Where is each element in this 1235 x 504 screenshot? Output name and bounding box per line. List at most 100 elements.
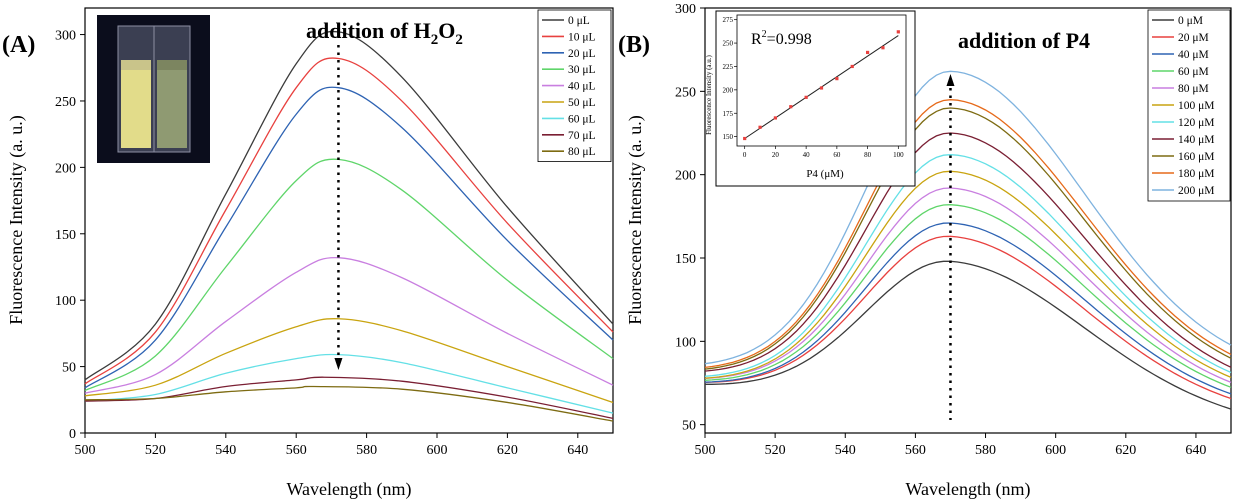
panel-a-arrow-head: [334, 358, 343, 370]
inset-data-point: [789, 105, 793, 109]
panel-b-series-line: [704, 99, 1232, 369]
panel-b-xtick-label: 500: [695, 443, 716, 458]
panel-b-xlabel: Wavelength (nm): [905, 479, 1030, 500]
panel-b-series-line: [704, 235, 1232, 400]
panel-b-arrow-head: [946, 74, 955, 86]
panel-a-xtick-label: 580: [356, 443, 377, 458]
panel-a-ytick-label: 250: [55, 95, 76, 110]
inset-xlabel: P4 (μM): [806, 168, 844, 180]
inset-xtick-label: 100: [893, 151, 904, 159]
panel-b-legend: 0 μM 20 μM 40 μM 60 μM 80 μM 100 μM 120 μM 140 …: [1147, 9, 1231, 202]
inset-data-point: [758, 125, 762, 129]
panel-a-xlabel: Wavelength (nm): [286, 479, 411, 500]
panel-a-legend-entry: 70 μL: [568, 130, 596, 142]
inset-xtick-label: 40: [803, 151, 811, 159]
panel-b-legend-entry: 180 μM: [1178, 168, 1215, 180]
panel-b-ytick-label: 250: [675, 85, 696, 100]
panel-b-series-line: [705, 260, 1232, 410]
panel-a-legend-entry: 80 μL: [568, 146, 596, 158]
panel-b-series-line: [704, 154, 1232, 377]
panel-b-legend-entry: 40 μM: [1178, 49, 1209, 61]
panel-a-plot: 500 520 540 560 580 600 620 640 0 50 100 150 200 250 3…: [55, 29, 614, 458]
panel-b-xtick-label: 540: [835, 443, 856, 458]
panel-a: 500 520 540 560 580 600 620 640 0 50 100 150 200 250 3…: [2, 7, 614, 500]
inset-data-point: [804, 95, 808, 99]
panel-a-series-line: [84, 30, 614, 381]
panel-b-series-line: [704, 204, 1232, 388]
inset-data-point: [881, 46, 885, 50]
panel-b-legend-entry: 0 μM: [1178, 15, 1203, 27]
panel-b-xtick-label: 620: [1115, 443, 1136, 458]
panel-b-legend-entry: 140 μM: [1178, 134, 1215, 146]
panel-b-xtick-label: 580: [975, 443, 996, 458]
panel-b-xtick-label: 520: [765, 443, 786, 458]
panel-b-legend-entry: 60 μM: [1178, 66, 1209, 78]
panel-b-frame: [704, 7, 1232, 434]
panel-b-series-line: [704, 107, 1232, 370]
panel-a-xtick-label: 520: [145, 443, 166, 458]
panel-b-ytick-label: 150: [675, 252, 696, 267]
panel-b-inset: R2=0.998 P4 (μM) Fluorescence Intensity …: [705, 10, 916, 187]
cuvette-photo: [97, 15, 210, 163]
panel-b-plot: 500 520 540 560 580 600 620 6405010015020025030…: [675, 2, 1232, 458]
panel-b-ytick-label: 200: [675, 169, 696, 184]
panel-b-series-line: [704, 222, 1232, 395]
panel-b-xtick-label: 640: [1185, 443, 1206, 458]
inset-data-point: [835, 77, 839, 81]
panel-a-legend-entry: 20 μL: [568, 48, 596, 60]
panel-b: 500 520 540 560 580 600 620 6405010015020025030…: [618, 2, 1232, 500]
inset-xtick-label: 60: [833, 151, 841, 159]
panel-b-annotation: addition of P4: [958, 28, 1090, 53]
inset-xtick-label: 0: [743, 151, 747, 159]
panel-a-xtick-label: 620: [497, 443, 518, 458]
panel-a-legend-entry: 60 μL: [568, 113, 596, 125]
panel-b-legend-entry: 80 μM: [1178, 83, 1209, 95]
panel-a-legend: 0 μL 10 μL 20 μL 30 μL 40 μL 50 μL 60 μL 70 μL 8…: [537, 9, 612, 163]
panel-a-legend-entry: 50 μL: [568, 97, 596, 109]
panel-a-series-line: [84, 158, 614, 392]
panel-b-ylabel: Fluorescence Intensity (a. u.): [625, 115, 646, 324]
panel-b-ytick-label: 300: [675, 2, 696, 17]
inset-ytick-label: 200: [723, 86, 734, 94]
inset-data-point: [896, 30, 900, 34]
inset-data-point: [743, 136, 747, 141]
panel-a-ytick-label: 200: [55, 161, 76, 176]
inset-xtick-label: 20: [772, 151, 780, 159]
inset-ytick-label: 175: [723, 110, 734, 118]
panel-a-legend-entry: 40 μL: [568, 81, 596, 93]
inset-data-point: [850, 64, 854, 69]
panel-a-xtick-label: 500: [75, 443, 96, 458]
panel-a-ytick-label: 100: [55, 294, 76, 309]
panel-a-ytick-label: 0: [69, 427, 76, 442]
panel-a-ytick-label: 150: [55, 228, 76, 243]
inset-ytick-label: 150: [723, 133, 734, 141]
panel-a-series-line: [84, 353, 614, 414]
panel-b-ytick-label: 100: [675, 335, 696, 350]
panel-a-annotation: addition of H2O2: [306, 18, 463, 48]
panel-b-legend-entry: 160 μM: [1178, 151, 1215, 163]
panel-a-series-line: [84, 86, 614, 389]
inset-data-point: [773, 116, 778, 120]
inset-xtick-label: 80: [864, 151, 872, 159]
inset-ytick-label: 250: [723, 40, 734, 48]
panel-a-xtick-label: 600: [427, 443, 448, 458]
panel-a-ytick-label: 300: [55, 29, 76, 44]
panel-b-series-line: [704, 70, 1232, 365]
panel-b-label: (B): [618, 32, 650, 58]
panel-a-frame: [84, 7, 614, 434]
panel-b-legend-entry: 100 μM: [1178, 100, 1215, 112]
inset-frame: [715, 10, 916, 187]
panel-a-xtick-label: 560: [286, 443, 307, 458]
panel-b-legend-entry: 20 μM: [1178, 32, 1209, 44]
panel-a-legend-entry: 10 μL: [568, 31, 596, 43]
inset-r2-label: R2=0.998: [751, 29, 812, 48]
panel-a-series-line: [84, 256, 614, 394]
panel-a-ylabel: Fluorescence Intensity (a. u.): [6, 115, 27, 324]
panel-a-legend-entry: 0 μL: [568, 15, 590, 27]
inset-data-point: [819, 86, 824, 90]
panel-b-series-line: [704, 170, 1232, 379]
panel-b-xtick-label: 600: [1045, 443, 1066, 458]
panel-a-series-line: [84, 318, 614, 404]
panel-a-legend-entry: 30 μL: [568, 64, 596, 76]
panel-a-xtick-label: 640: [567, 443, 588, 458]
